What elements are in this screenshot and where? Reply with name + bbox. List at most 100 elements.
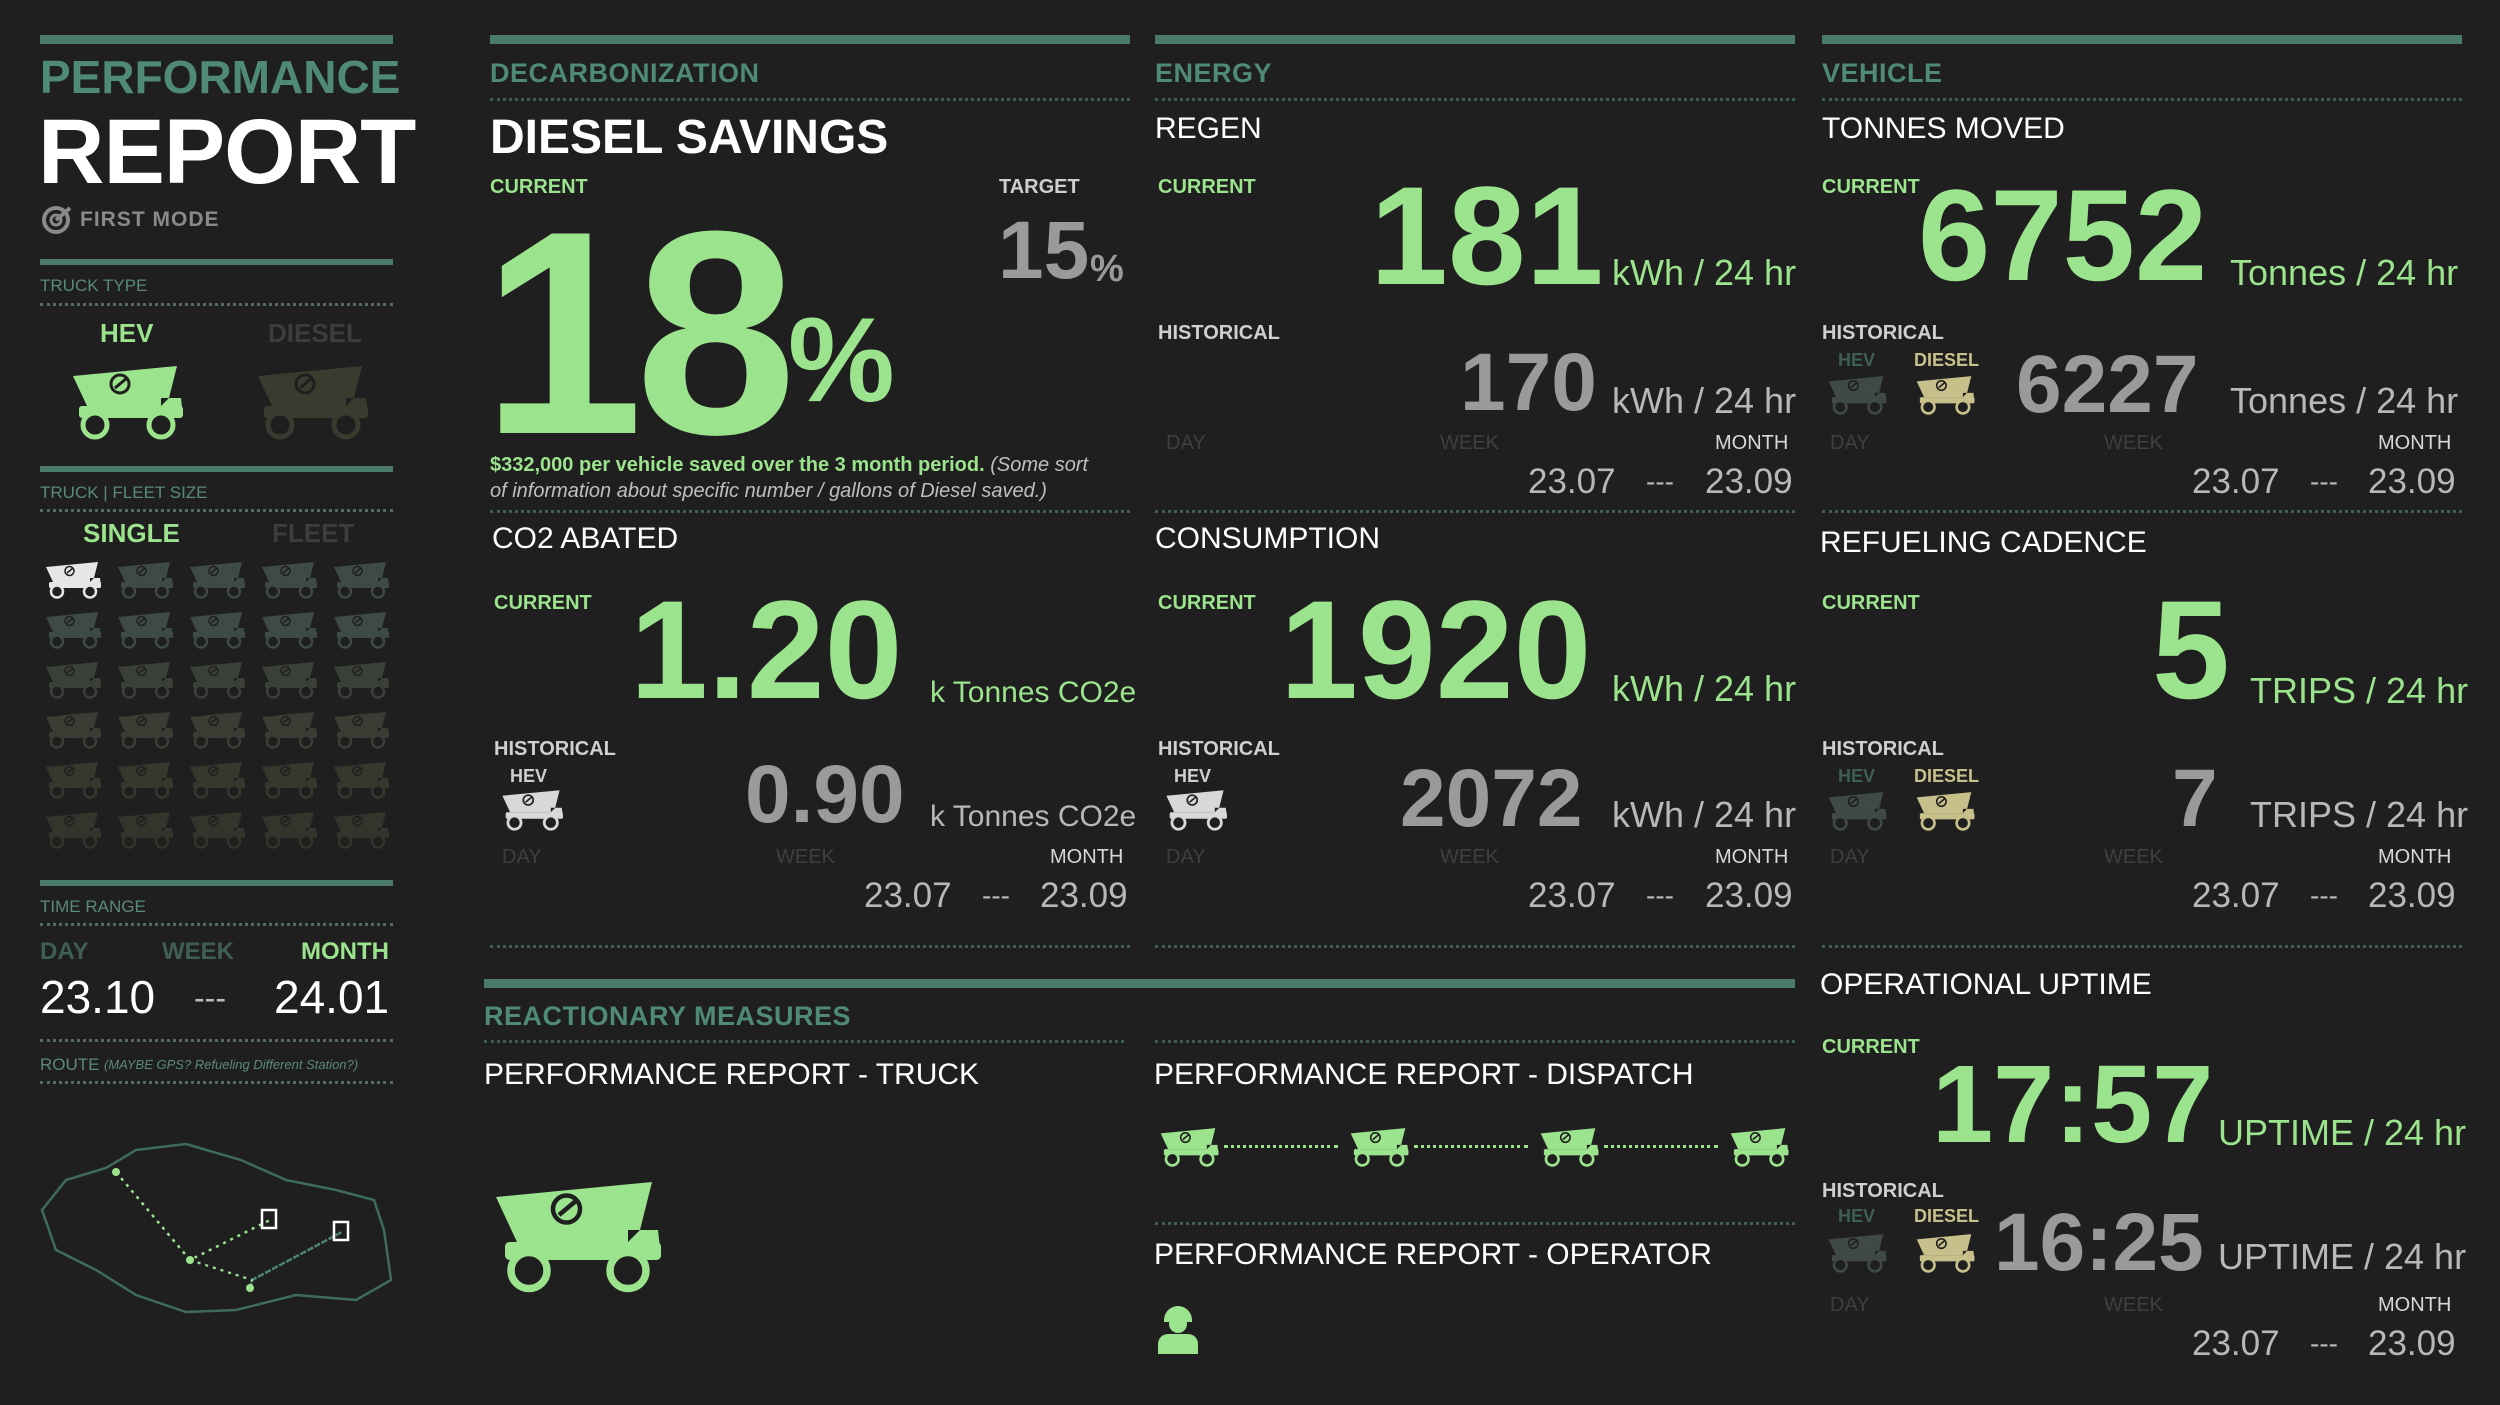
regen-month[interactable]: MONTH [1715, 432, 1789, 454]
tonnes-current-unit: Tonnes / 24 hr [2230, 252, 2459, 293]
route-note: (MAYBE GPS? Refueling Different Station?… [104, 1057, 359, 1072]
time-month[interactable]: MONTH [301, 938, 389, 965]
fleet-truck-icon[interactable] [330, 760, 390, 800]
uptime-hev-truck-icon [1824, 1232, 1888, 1274]
route-map[interactable] [36, 1120, 396, 1320]
truck-type-hev[interactable]: HEV [100, 318, 154, 348]
fleet-truck-icon[interactable] [114, 610, 174, 650]
time-to: 24.01 [274, 971, 390, 1023]
decarb-top-bar [490, 35, 1130, 44]
regen-day[interactable]: DAY [1166, 432, 1206, 454]
consumption-hev-truck-icon [1162, 788, 1228, 832]
regen-historical-value: 170 [1460, 337, 1597, 428]
truck-type-diesel[interactable]: DIESEL [268, 318, 362, 348]
consumption-historical-value: 2072 [1400, 753, 1583, 844]
fleet-size-label: TRUCK | FLEET SIZE [40, 483, 208, 502]
fleet-truck-icon[interactable] [114, 760, 174, 800]
fleet-truck-icon[interactable] [186, 710, 246, 750]
fleet-truck-icon[interactable] [114, 810, 174, 850]
dispatch-truck-icon [1156, 1126, 1220, 1168]
fleet-truck-icon[interactable] [330, 610, 390, 650]
fleet-fleet[interactable]: FLEET [272, 518, 355, 548]
fleet-truck-icon[interactable] [186, 560, 246, 600]
operator-icon[interactable] [1154, 1302, 1202, 1356]
refuel-hev-label: HEV [1838, 766, 1876, 786]
regen-historical-unit: kWh / 24 hr [1612, 380, 1797, 421]
time-week[interactable]: WEEK [162, 938, 234, 965]
tonnes-diesel-truck-icon [1912, 374, 1976, 416]
fleet-truck-icon[interactable] [330, 810, 390, 850]
fleet-truck-icon[interactable] [186, 660, 246, 700]
refuel-week[interactable]: WEEK [2104, 846, 2163, 868]
report-truck-link[interactable]: PERFORMANCE REPORT - TRUCK [484, 1058, 980, 1091]
diesel-savings-title: DIESEL SAVINGS [490, 111, 889, 164]
consumption-month[interactable]: MONTH [1715, 846, 1789, 868]
fleet-truck-icon[interactable] [42, 610, 102, 650]
dispatch-link-line [1414, 1145, 1528, 1148]
fleet-truck-icon[interactable] [186, 810, 246, 850]
route-label: ROUTE [40, 1055, 100, 1074]
consumption-title: CONSUMPTION [1155, 522, 1380, 555]
vehicle-section-title: VEHICLE [1822, 58, 1943, 88]
co2-week[interactable]: WEEK [776, 846, 835, 868]
report-truck-icon[interactable] [484, 1176, 664, 1296]
fleet-truck-icon[interactable] [114, 710, 174, 750]
fleet-single[interactable]: SINGLE [83, 518, 180, 548]
diesel-truck-icon[interactable] [250, 362, 370, 442]
consumption-day[interactable]: DAY [1166, 846, 1206, 868]
fleet-truck-icon[interactable] [186, 610, 246, 650]
tonnes-day[interactable]: DAY [1830, 432, 1870, 454]
fleet-truck-icon[interactable] [114, 660, 174, 700]
uptime-month[interactable]: MONTH [2378, 1294, 2452, 1316]
fleet-truck-icon[interactable] [42, 560, 102, 600]
fleet-truck-icon[interactable] [330, 710, 390, 750]
consumption-date-from: 23.07 [1528, 876, 1616, 915]
fleet-truck-icon[interactable] [258, 610, 318, 650]
report-dispatch-link[interactable]: PERFORMANCE REPORT - DISPATCH [1154, 1058, 1694, 1091]
fleet-truck-icon[interactable] [42, 810, 102, 850]
fleet-truck-icon[interactable] [258, 660, 318, 700]
diesel-current-label: CURRENT [490, 176, 588, 198]
fleet-truck-icon[interactable] [330, 660, 390, 700]
fleet-truck-icon[interactable] [114, 560, 174, 600]
time-sep: --- [194, 980, 226, 1016]
sidebar-divider [40, 259, 393, 265]
regen-current-label: CURRENT [1158, 176, 1256, 198]
decarb-section-title: DECARBONIZATION [490, 58, 760, 88]
tonnes-historical-label: HISTORICAL [1822, 322, 1944, 344]
fleet-truck-icon[interactable] [258, 810, 318, 850]
uptime-day[interactable]: DAY [1830, 1294, 1870, 1316]
fleet-truck-icon[interactable] [330, 560, 390, 600]
diesel-target-unit: % [1090, 248, 1124, 290]
hev-truck-icon[interactable] [65, 362, 185, 442]
tonnes-week[interactable]: WEEK [2104, 432, 2163, 454]
divider [40, 509, 393, 512]
vehicle-top-bar [1822, 35, 2462, 44]
fleet-truck-icon[interactable] [186, 760, 246, 800]
fleet-truck-icon[interactable] [42, 710, 102, 750]
consumption-week[interactable]: WEEK [1440, 846, 1499, 868]
regen-title: REGEN [1155, 112, 1262, 145]
divider [490, 510, 1130, 513]
tonnes-current-value: 6752 [1918, 162, 2208, 308]
regen-date-to: 23.09 [1705, 462, 1793, 501]
co2-current-value: 1.20 [630, 571, 903, 728]
refuel-date-sep: --- [2310, 880, 2338, 911]
tonnes-month[interactable]: MONTH [2378, 432, 2452, 454]
fleet-truck-icon[interactable] [258, 560, 318, 600]
regen-week[interactable]: WEEK [1440, 432, 1499, 454]
diesel-note-bold: $332,000 per vehicle saved over the 3 mo… [490, 454, 985, 476]
co2-month[interactable]: MONTH [1050, 846, 1124, 868]
fleet-truck-icon[interactable] [42, 660, 102, 700]
co2-day[interactable]: DAY [502, 846, 542, 868]
refuel-historical-unit: TRIPS / 24 hr [2250, 794, 2469, 835]
report-operator-link[interactable]: PERFORMANCE REPORT - OPERATOR [1154, 1238, 1712, 1271]
refuel-day[interactable]: DAY [1830, 846, 1870, 868]
fleet-truck-icon[interactable] [42, 760, 102, 800]
time-day[interactable]: DAY [40, 938, 89, 965]
fleet-truck-icon[interactable] [258, 760, 318, 800]
consumption-date-sep: --- [1646, 880, 1674, 911]
refuel-month[interactable]: MONTH [2378, 846, 2452, 868]
uptime-week[interactable]: WEEK [2104, 1294, 2163, 1316]
fleet-truck-icon[interactable] [258, 710, 318, 750]
